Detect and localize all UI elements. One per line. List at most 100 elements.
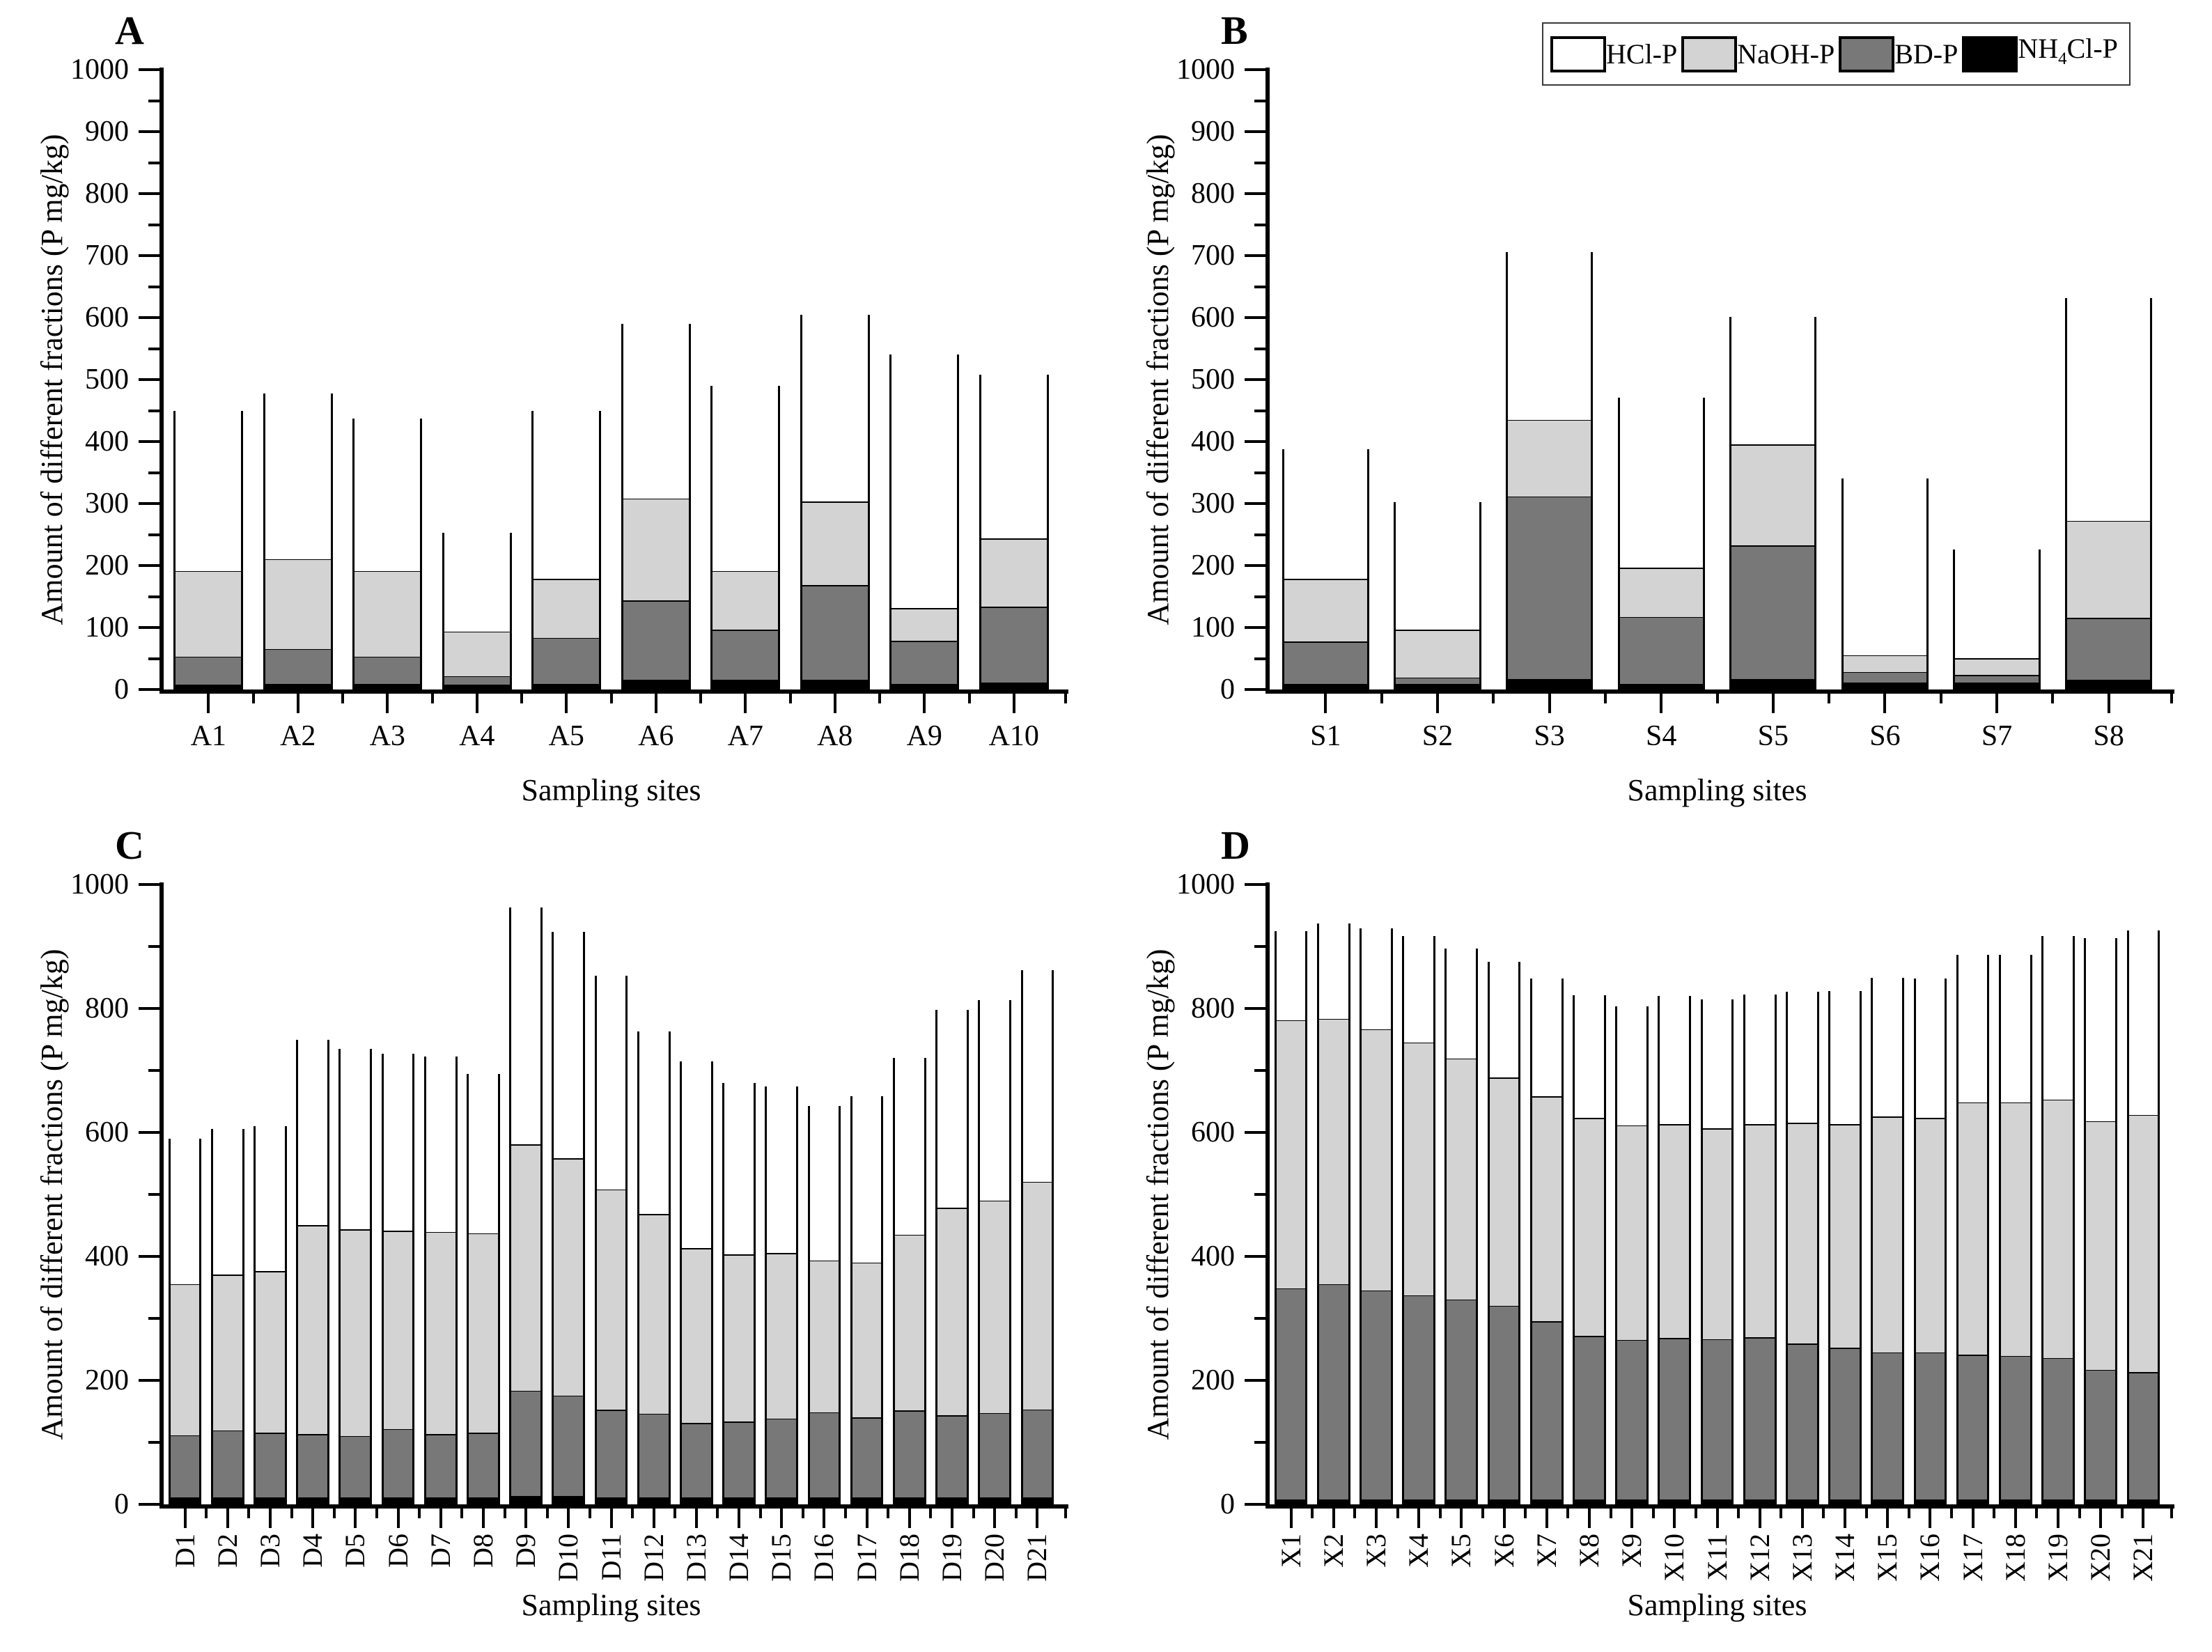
bar-segment-NH4Cl-P bbox=[1447, 1499, 1477, 1502]
bar-D12 bbox=[637, 1029, 671, 1504]
segment-divider bbox=[682, 1421, 711, 1424]
y-tick-label: 1000 bbox=[1176, 868, 1235, 901]
panel-letter: A bbox=[115, 8, 144, 53]
bar-segment-BD-P bbox=[894, 1410, 924, 1497]
segment-divider bbox=[1745, 1498, 1775, 1501]
bar-segment-HCl-P bbox=[2067, 296, 2151, 521]
bar-segment-BD-P bbox=[444, 676, 510, 685]
bar-segment-NaOH-P bbox=[554, 1158, 584, 1396]
x-tick-label: X8 bbox=[1573, 1534, 1605, 1568]
bar-segment-BD-P bbox=[1575, 1336, 1604, 1499]
segment-divider bbox=[170, 1496, 200, 1499]
bar-segment-NaOH-P bbox=[1318, 1018, 1348, 1284]
segment-divider bbox=[852, 1416, 882, 1419]
y-tick-label: 600 bbox=[1191, 1116, 1235, 1148]
x-tick-label: X12 bbox=[1743, 1534, 1775, 1582]
x-tick-minor bbox=[1609, 1509, 1612, 1518]
y-tick-label: 400 bbox=[1191, 1240, 1235, 1272]
x-tick-major bbox=[833, 694, 836, 713]
bar-D17 bbox=[850, 1094, 884, 1504]
y-tick-minor bbox=[1254, 657, 1265, 660]
y-tick-major bbox=[139, 1503, 159, 1506]
segment-divider bbox=[639, 1496, 669, 1499]
segment-divider bbox=[341, 1496, 371, 1499]
segment-divider bbox=[1745, 1336, 1775, 1339]
bar-segment-NH4Cl-P bbox=[2086, 1499, 2116, 1502]
bar-segment-HCl-P bbox=[298, 1037, 328, 1226]
bar-segment-NH4Cl-P bbox=[426, 1497, 455, 1502]
segment-divider bbox=[639, 1213, 669, 1215]
bar-segment-NaOH-P bbox=[1915, 1118, 1945, 1353]
bar-segment-HCl-P bbox=[341, 1046, 371, 1230]
y-tick-major bbox=[1245, 254, 1265, 257]
y-tick-label: 400 bbox=[1191, 426, 1235, 458]
y-tick-major bbox=[1245, 68, 1265, 71]
x-axis bbox=[1265, 1504, 2174, 1509]
segment-divider bbox=[981, 537, 1047, 540]
bar-segment-HCl-P bbox=[767, 1084, 797, 1254]
y-axis-title: Amount of different fractions (P mg/kg) bbox=[1141, 949, 1175, 1440]
bar-segment-BD-P bbox=[1745, 1337, 1775, 1499]
x-tick-major bbox=[1929, 1509, 1932, 1528]
bar-segment-BD-P bbox=[767, 1418, 797, 1497]
bar-A3 bbox=[352, 416, 423, 689]
x-tick-minor bbox=[716, 1509, 719, 1518]
x-tick-label: D12 bbox=[637, 1534, 669, 1582]
y-tick-major bbox=[1245, 564, 1265, 567]
bar-segment-HCl-P bbox=[937, 1007, 967, 1208]
bar-segment-NH4Cl-P bbox=[891, 683, 958, 687]
x-tick-label: D1 bbox=[169, 1534, 201, 1568]
x-tick-label: X9 bbox=[1616, 1534, 1648, 1568]
segment-divider bbox=[1617, 1498, 1646, 1501]
y-axis bbox=[1265, 882, 1270, 1509]
x-tick-label: X21 bbox=[2127, 1534, 2159, 1582]
segment-divider bbox=[852, 1496, 882, 1499]
bar-A7 bbox=[710, 383, 781, 689]
x-tick-minor bbox=[1737, 1509, 1740, 1518]
y-tick-minor bbox=[148, 945, 159, 948]
segment-divider bbox=[1731, 443, 1815, 446]
segment-divider bbox=[1702, 1338, 1732, 1341]
bar-D1 bbox=[168, 1136, 202, 1504]
segment-divider bbox=[170, 1434, 200, 1437]
chart-panel-D: D Amount of different fractions (P mg/kg)… bbox=[1106, 815, 2212, 1630]
segment-divider bbox=[298, 1224, 328, 1226]
segment-divider bbox=[533, 637, 600, 639]
x-tick-major bbox=[951, 1509, 954, 1528]
chart-panel-C: C Amount of different fractions (P mg/kg)… bbox=[0, 815, 1106, 1630]
segment-divider bbox=[1843, 671, 1927, 673]
bar-segment-HCl-P bbox=[170, 1136, 200, 1284]
x-tick-major bbox=[1548, 694, 1551, 713]
segment-divider bbox=[1396, 676, 1479, 679]
x-tick-major bbox=[565, 694, 568, 713]
segment-divider bbox=[2067, 616, 2151, 619]
bar-segment-HCl-P bbox=[712, 383, 779, 571]
segment-divider bbox=[554, 1394, 584, 1397]
x-tick-major bbox=[865, 1509, 869, 1528]
x-tick-major bbox=[1660, 694, 1663, 713]
x-tick-minor bbox=[503, 1509, 506, 1518]
y-tick-minor bbox=[148, 409, 159, 412]
x-tick-major bbox=[396, 1509, 400, 1528]
bar-segment-NaOH-P bbox=[2067, 520, 2151, 618]
bar-segment-BD-P bbox=[1617, 1339, 1646, 1499]
x-tick-label: D19 bbox=[936, 1534, 968, 1582]
bar-segment-BD-P bbox=[2000, 1355, 2030, 1499]
x-axis-title: Sampling sites bbox=[1627, 1588, 1807, 1622]
bar-segment-NH4Cl-P bbox=[1619, 683, 1703, 687]
x-tick-major bbox=[1289, 1509, 1293, 1528]
bar-segment-HCl-P bbox=[1447, 946, 1477, 1059]
y-tick-label: 300 bbox=[85, 488, 129, 520]
x-tick-label: D4 bbox=[297, 1534, 329, 1568]
y-tick-minor bbox=[148, 1441, 159, 1444]
bar-D2 bbox=[210, 1126, 244, 1504]
segment-divider bbox=[1619, 683, 1703, 685]
bar-segment-HCl-P bbox=[852, 1094, 882, 1263]
segment-divider bbox=[256, 1270, 285, 1272]
bar-X13 bbox=[1786, 989, 1819, 1504]
x-tick-minor bbox=[332, 1509, 336, 1518]
segment-divider bbox=[1745, 1123, 1775, 1125]
bar-segment-NaOH-P bbox=[724, 1254, 754, 1422]
bar-segment-HCl-P bbox=[383, 1051, 413, 1231]
bar-segment-NH4Cl-P bbox=[2128, 1499, 2158, 1502]
